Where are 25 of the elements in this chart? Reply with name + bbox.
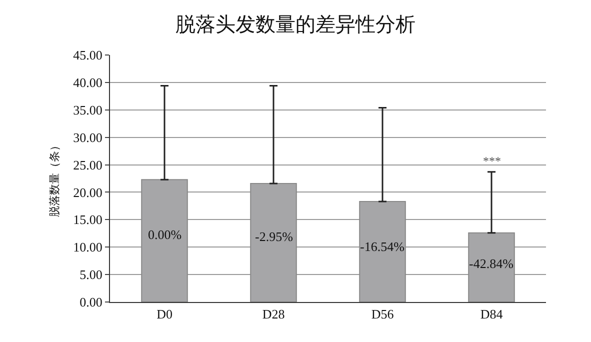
bar (359, 201, 406, 302)
y-tick-label: 20.00 (73, 184, 102, 200)
x-tick-label: D56 (371, 306, 394, 322)
y-tick-label: 0.00 (80, 294, 102, 310)
y-tick-label: 45.00 (73, 48, 102, 63)
y-axis-title: 脱落数量（条） (48, 140, 61, 217)
y-tick-label: 25.00 (73, 157, 102, 172)
y-tick-label: 5.00 (80, 267, 102, 282)
annotation: -16.54% (360, 239, 405, 254)
x-tick-label: D28 (262, 306, 285, 322)
x-tick-label: D0 (156, 306, 172, 322)
bar (468, 232, 515, 302)
bar (141, 179, 188, 302)
chart-title: 脱落头发数量的差异性分析 (176, 12, 416, 36)
y-tick-label: 35.00 (73, 102, 102, 118)
bar (250, 182, 297, 302)
annotation: -42.84% (469, 256, 514, 271)
annotation: -2.95% (255, 229, 294, 244)
y-tick-label: 40.00 (73, 74, 102, 90)
annotation: 0.00% (148, 227, 182, 242)
y-tick-label: 10.00 (73, 240, 102, 255)
x-tick-label: D84 (480, 306, 504, 322)
annotation: *** (483, 154, 501, 168)
y-tick-label: 15.00 (73, 212, 102, 228)
y-tick-label: 30.00 (73, 130, 102, 145)
